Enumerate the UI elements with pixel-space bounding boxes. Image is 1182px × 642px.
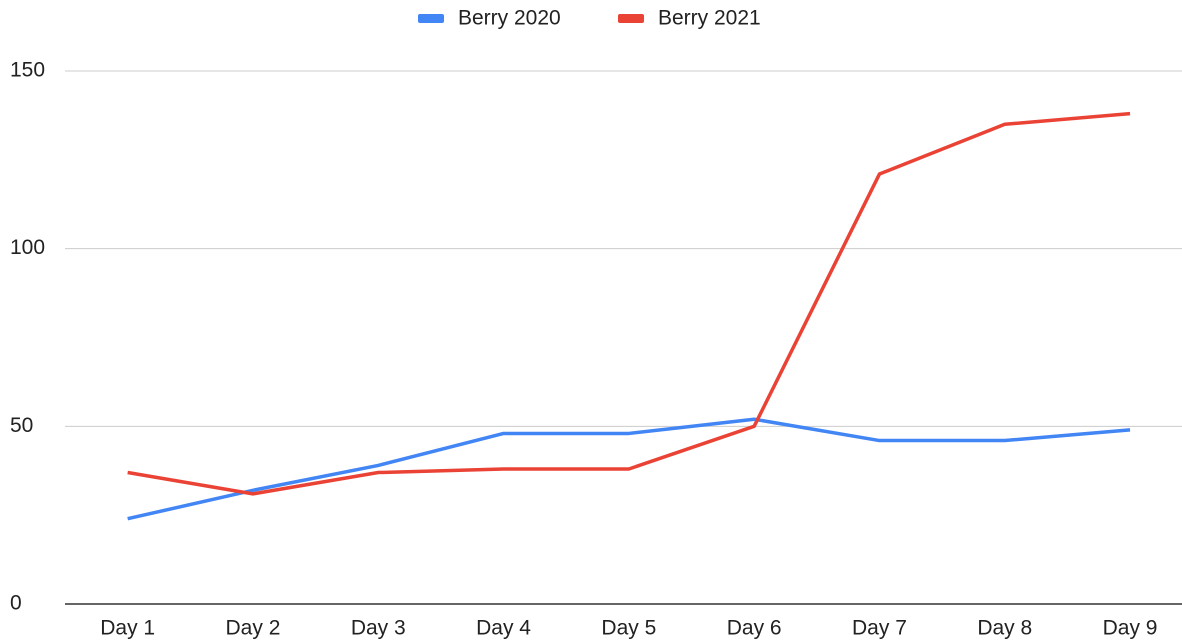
y-tick-label: 100 xyxy=(10,236,45,259)
legend-swatch xyxy=(418,14,444,23)
x-tick-label: Day 3 xyxy=(351,617,406,640)
x-tick-label: Day 5 xyxy=(601,617,656,640)
y-tick-label: 50 xyxy=(10,414,33,437)
legend-swatch xyxy=(618,14,644,23)
x-tick-label: Day 6 xyxy=(727,617,782,640)
legend-label: Berry 2021 xyxy=(658,7,761,30)
y-tick-label: 150 xyxy=(10,59,45,82)
x-tick-label: Day 7 xyxy=(852,617,907,640)
x-tick-label: Day 9 xyxy=(1103,617,1158,640)
series-line xyxy=(127,111,1131,496)
legend-label: Berry 2020 xyxy=(458,7,561,30)
y-tick-label: 0 xyxy=(10,592,22,615)
x-tick-label: Day 1 xyxy=(100,617,155,640)
x-tick-label: Day 4 xyxy=(476,617,531,640)
series-line xyxy=(127,417,1131,521)
x-tick-label: Day 8 xyxy=(977,617,1032,640)
x-tick-label: Day 2 xyxy=(226,617,281,640)
